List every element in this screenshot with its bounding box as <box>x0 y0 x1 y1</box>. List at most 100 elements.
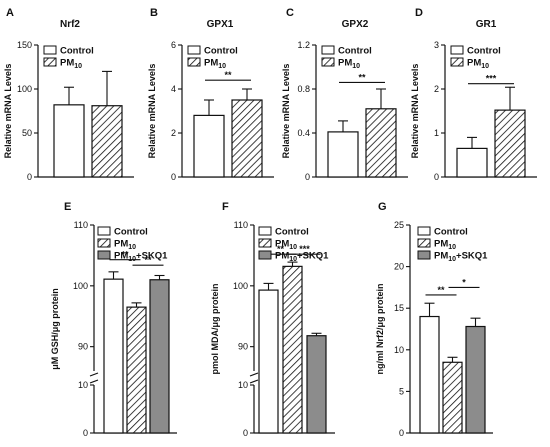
bar-open <box>327 131 359 178</box>
panel-letter: D <box>415 7 423 19</box>
y-tick-label: 6 <box>171 40 176 50</box>
bar-gray <box>465 325 486 434</box>
legend-label: PM10 <box>114 239 136 252</box>
legend-swatch <box>258 250 272 260</box>
significance-label: * <box>462 277 466 287</box>
panel-title: GPX1 <box>207 19 234 30</box>
legend-label: Control <box>467 46 501 57</box>
bar-hatch <box>494 109 526 178</box>
bar-gray <box>306 335 327 434</box>
legend-swatch <box>450 57 464 67</box>
y-tick-label: 1 <box>434 128 439 138</box>
y-tick-label: 1.2 <box>297 40 310 50</box>
y-tick-label: 0 <box>305 172 310 182</box>
legend-swatch <box>43 45 57 55</box>
panel-a: 0 50 100 150 Relative mRNA Levels A Nrf2 Contro… <box>3 7 134 182</box>
legend-swatch <box>450 45 464 55</box>
y-tick-label: 10 <box>394 345 404 355</box>
y-tick-label: 110 <box>234 220 248 230</box>
bar-open <box>419 315 440 434</box>
bar-hatch <box>442 361 463 434</box>
axis-break-mark <box>249 379 259 384</box>
y-tick-label: 10 <box>78 380 88 390</box>
y-tick-label: 90 <box>78 342 88 352</box>
legend-label: PM10 <box>204 58 226 71</box>
bar-hatch <box>282 265 303 434</box>
y-tick-label: 150 <box>17 40 32 50</box>
panel-c: 0 0.4 0.8 1.2 Relative mRNA Levels C GPX2 ** Con… <box>281 7 408 182</box>
y-tick-label: 0 <box>399 428 404 438</box>
bar-hatch <box>231 99 263 178</box>
significance-label: ** <box>277 244 285 254</box>
y-tick-label: 0 <box>27 172 32 182</box>
panel-title: GPX2 <box>342 19 369 30</box>
significance-label: ** <box>437 285 445 295</box>
legend-swatch <box>97 238 111 248</box>
legend-label: PM10+SKQ1 <box>275 251 329 264</box>
legend-label: PM10 <box>275 239 297 252</box>
significance-label: ** <box>358 72 366 82</box>
legend-swatch <box>97 250 111 260</box>
bar-hatch <box>126 306 147 434</box>
y-axis-label: Relative mRNA Levels <box>147 64 157 159</box>
legend-swatch <box>321 45 335 55</box>
axis-break-mark <box>249 372 259 377</box>
y-tick-label: 0.8 <box>297 84 310 94</box>
legend-swatch <box>321 57 335 67</box>
y-axis-label: pmol MDA/μg protein <box>210 284 220 375</box>
y-tick-label: 0 <box>243 428 248 438</box>
y-tick-label: 0 <box>434 172 439 182</box>
y-tick-label: 110 <box>74 220 88 230</box>
bar-open <box>53 104 85 178</box>
legend-label: Control <box>204 46 238 57</box>
legend-label: Control <box>275 227 309 238</box>
legend-label: Control <box>114 227 148 238</box>
y-tick-label: 10 <box>238 380 248 390</box>
panel-title: Nrf2 <box>60 19 80 30</box>
panel-e: 0 10 90 100 110 μM GSH/μg protein E ** ** Control… <box>50 201 177 438</box>
panel-letter: C <box>286 7 294 19</box>
y-tick-label: 2 <box>434 84 439 94</box>
y-tick-label: 15 <box>394 303 404 313</box>
legend-swatch <box>187 45 201 55</box>
y-axis-label: Relative mRNA Levels <box>281 64 291 159</box>
legend-swatch <box>43 57 57 67</box>
y-tick-label: 100 <box>233 281 248 291</box>
y-tick-label: 100 <box>73 281 88 291</box>
legend-swatch <box>187 57 201 67</box>
legend-label: Control <box>338 46 372 57</box>
bar-hatch <box>365 108 397 178</box>
y-tick-label: 0.4 <box>297 128 310 138</box>
y-tick-label: 3 <box>434 40 439 50</box>
bar-gray <box>149 279 170 434</box>
significance-label: ** <box>224 70 232 80</box>
legend-swatch <box>97 226 111 236</box>
y-tick-label: 25 <box>394 220 404 230</box>
y-axis-label: Relative mRNA Levels <box>410 64 420 159</box>
legend-label: PM10+SKQ1 <box>434 251 488 264</box>
panel-title: GR1 <box>476 19 497 30</box>
panel-b: 0 2 4 6 Relative mRNA Levels B GPX1 ** ControlPM… <box>147 7 274 182</box>
legend-label: PM10 <box>338 58 360 71</box>
y-tick-label: 5 <box>399 386 404 396</box>
axis-break-mark <box>89 372 99 377</box>
legend-label: PM10 <box>434 239 456 252</box>
legend-label: PM10 <box>467 58 489 71</box>
legend-swatch <box>417 238 431 248</box>
y-tick-label: 0 <box>83 428 88 438</box>
significance-label: *** <box>299 244 310 254</box>
bar-hatch <box>91 105 123 178</box>
y-tick-label: 2 <box>171 128 176 138</box>
legend-swatch <box>258 238 272 248</box>
y-tick-label: 100 <box>17 84 32 94</box>
legend-label: Control <box>434 227 468 238</box>
panel-letter: E <box>64 201 71 213</box>
panel-letter: G <box>378 201 387 213</box>
y-tick-label: 4 <box>171 84 176 94</box>
y-axis-label: μM GSH/μg protein <box>50 288 60 370</box>
legend-swatch <box>258 226 272 236</box>
panel-letter: F <box>222 201 229 213</box>
